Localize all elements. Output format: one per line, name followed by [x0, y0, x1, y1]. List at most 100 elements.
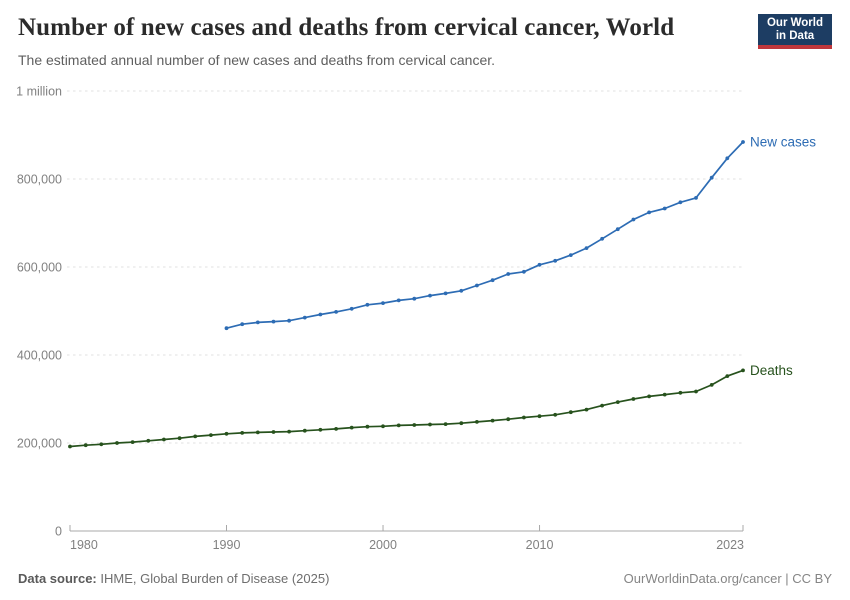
data-point-deaths	[584, 407, 589, 412]
x-axis-label: 2023	[716, 538, 744, 552]
data-point-deaths	[615, 400, 620, 404]
data-point-deaths	[490, 418, 495, 423]
data-point-deaths	[709, 383, 714, 387]
x-axis-label: 2010	[526, 538, 554, 552]
data-point-deaths	[475, 420, 479, 424]
data-point-new-cases	[506, 272, 511, 276]
data-point-new-cases	[365, 302, 370, 307]
data-point-deaths	[349, 425, 354, 430]
logo-line2: in Data	[775, 29, 815, 42]
data-point-new-cases	[631, 217, 636, 222]
data-point-deaths	[678, 390, 683, 395]
data-point-deaths	[302, 428, 307, 433]
series-line-deaths[interactable]	[69, 369, 744, 448]
data-point-deaths	[115, 441, 119, 445]
logo-line1: Our World	[766, 16, 823, 29]
data-point-deaths	[177, 436, 182, 441]
data-point-deaths	[130, 440, 135, 444]
data-point-deaths	[334, 427, 338, 431]
data-point-deaths	[83, 443, 88, 448]
data-point-new-cases	[584, 246, 589, 251]
data-source-value: IHME, Global Burden of Disease (2025)	[96, 571, 330, 586]
data-point-deaths	[443, 422, 448, 426]
y-axis-label: 800,000	[17, 173, 62, 187]
footer-link[interactable]: OurWorldinData.org/cancer | CC BY	[623, 571, 832, 586]
data-point-new-cases	[741, 140, 745, 144]
x-axis-label: 1990	[213, 538, 241, 552]
data-point-deaths	[209, 433, 213, 437]
data-point-deaths	[631, 397, 636, 401]
data-point-deaths	[600, 403, 604, 408]
data-point-deaths	[522, 415, 526, 420]
data-point-new-cases	[615, 227, 620, 232]
data-point-deaths	[240, 431, 245, 435]
data-source-label: Data source:	[18, 571, 97, 586]
data-point-deaths	[68, 444, 72, 449]
y-axis-label: 1 million	[16, 85, 62, 99]
y-axis-label: 200,000	[17, 437, 62, 451]
data-point-deaths	[255, 430, 260, 435]
data-point-new-cases	[443, 291, 448, 296]
page-title: Number of new cases and deaths from cerv…	[18, 14, 675, 41]
data-point-deaths	[647, 394, 651, 399]
y-axis-label: 0	[55, 525, 62, 539]
data-point-new-cases	[396, 298, 401, 303]
series-end-label-deaths[interactable]: Deaths	[750, 363, 793, 378]
data-point-new-cases	[287, 318, 291, 323]
y-axis-label: 400,000	[17, 349, 62, 363]
data-point-deaths	[318, 427, 323, 432]
data-point-deaths	[146, 438, 151, 443]
data-point-new-cases	[647, 210, 651, 215]
data-point-deaths	[694, 389, 698, 394]
data-point-deaths	[162, 437, 166, 442]
data-point-new-cases	[709, 175, 714, 180]
data-point-deaths	[725, 374, 730, 378]
data-point-deaths	[99, 442, 104, 447]
data-point-deaths	[224, 431, 229, 436]
data-point-deaths	[381, 424, 385, 429]
x-axis-label: 1980	[70, 538, 98, 552]
data-point-deaths	[287, 429, 291, 434]
series-end-label-new-cases[interactable]: New cases	[750, 135, 816, 150]
owid-logo[interactable]: Our World in Data	[758, 14, 832, 49]
data-point-new-cases	[412, 296, 417, 301]
data-point-new-cases	[678, 200, 683, 205]
data-point-deaths	[365, 424, 370, 429]
data-point-deaths	[412, 423, 417, 427]
y-axis-label: 600,000	[17, 261, 62, 275]
data-point-new-cases	[553, 258, 558, 263]
data-point-new-cases	[334, 310, 338, 314]
data-point-new-cases	[302, 315, 307, 320]
data-point-new-cases	[428, 293, 432, 298]
data-point-new-cases	[694, 196, 698, 200]
chart-header: Number of new cases and deaths from cerv…	[18, 14, 832, 68]
data-point-deaths	[271, 430, 276, 434]
data-point-new-cases	[490, 278, 495, 283]
data-point-deaths	[553, 412, 558, 417]
data-point-new-cases	[224, 326, 229, 331]
data-point-new-cases	[255, 320, 260, 325]
data-point-deaths	[741, 368, 745, 373]
data-point-new-cases	[318, 312, 323, 317]
data-point-new-cases	[568, 253, 573, 257]
data-point-new-cases	[725, 156, 730, 161]
data-point-deaths	[459, 421, 464, 426]
series-line-new-cases[interactable]	[226, 141, 744, 330]
data-point-deaths	[568, 410, 573, 415]
data-point-new-cases	[537, 262, 542, 267]
data-point-new-cases	[349, 306, 354, 311]
data-point-new-cases	[475, 283, 479, 288]
chart-footer: Data source: IHME, Global Burden of Dise…	[18, 571, 832, 586]
data-point-deaths	[428, 422, 432, 427]
data-point-new-cases	[522, 269, 526, 274]
data-point-new-cases	[662, 206, 667, 211]
data-point-new-cases	[600, 236, 604, 241]
data-point-new-cases	[271, 319, 276, 324]
data-point-deaths	[396, 423, 401, 428]
data-point-deaths	[506, 417, 511, 422]
data-point-new-cases	[240, 322, 245, 327]
page-subtitle: The estimated annual number of new cases…	[18, 51, 496, 68]
data-point-new-cases	[381, 301, 385, 305]
